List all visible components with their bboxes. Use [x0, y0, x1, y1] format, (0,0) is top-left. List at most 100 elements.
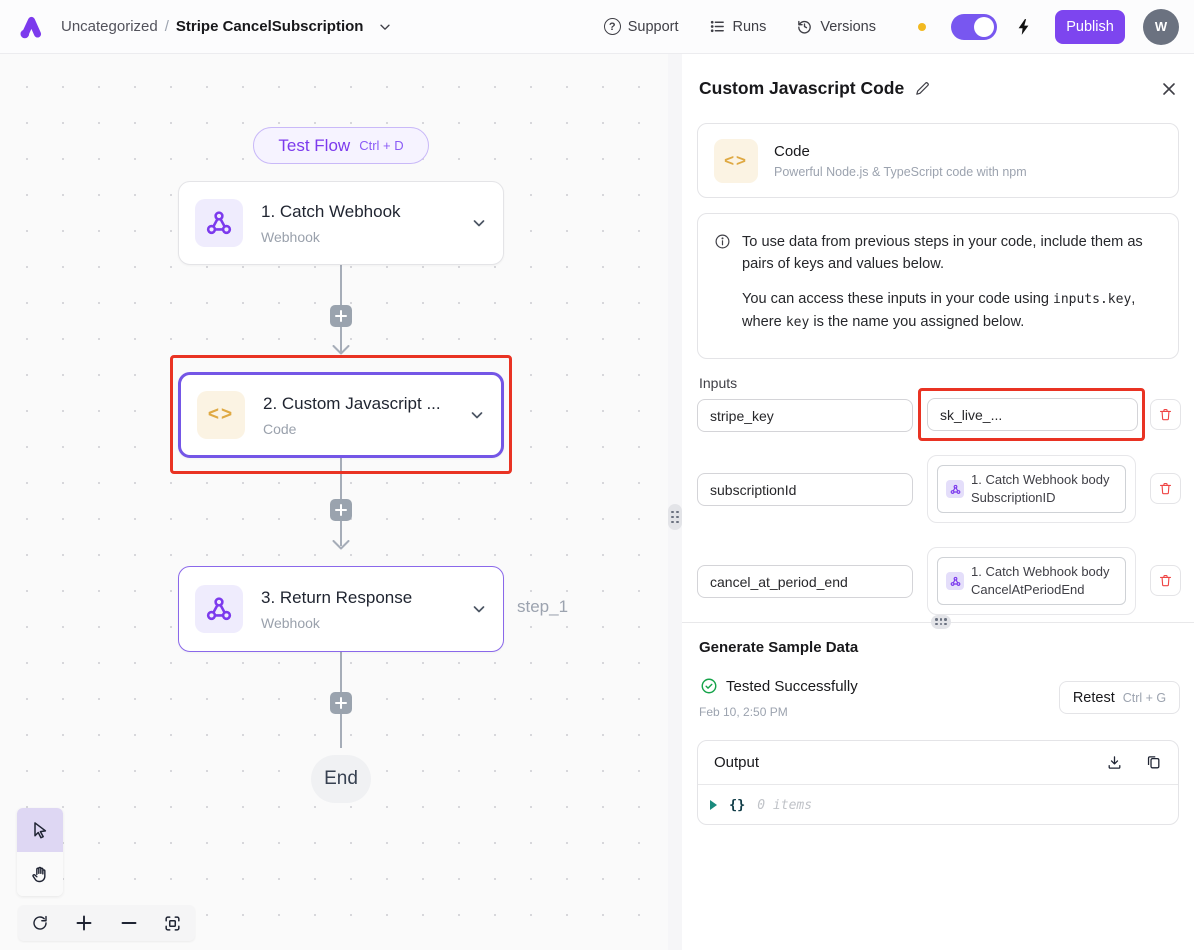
support-button[interactable]: ? Support [603, 18, 679, 35]
delete-input-button[interactable] [1150, 399, 1181, 430]
node-texts: 2. Custom Javascript ... Code [263, 394, 451, 437]
node-subtitle: Webhook [261, 614, 320, 631]
input-value-container: 1. Catch Webhook body CancelAtPeriodEnd [927, 547, 1136, 615]
zoom-out-button[interactable] [112, 908, 146, 938]
avatar[interactable]: W [1143, 8, 1179, 45]
node-type-texts: Code Powerful Node.js & TypeScript code … [774, 143, 1027, 179]
bolt-icon[interactable] [1015, 16, 1033, 38]
input-value-field[interactable] [927, 398, 1138, 431]
key-code: key [785, 314, 810, 330]
end-node[interactable]: End [311, 755, 371, 803]
test-status-text: Tested Successfully [726, 677, 858, 695]
unsaved-status-dot [918, 22, 926, 31]
inputs-resize-grip-icon[interactable] [931, 615, 951, 629]
panel-title: Custom Javascript Code [699, 78, 905, 98]
node-type-card[interactable]: <> Code Powerful Node.js & TypeScript co… [697, 123, 1179, 198]
panel-resize-splitter[interactable] [668, 54, 682, 950]
versions-history-icon [796, 18, 813, 35]
flow-name[interactable]: Stripe CancelSubscription [175, 18, 364, 35]
panel-header: Custom Javascript Code [699, 78, 1177, 99]
runs-list-icon [709, 18, 726, 35]
node-config-panel: Custom Javascript Code <> Code Powerful … [682, 54, 1194, 950]
support-label: Support [627, 18, 679, 35]
node-type-title: Code [774, 142, 810, 160]
add-step-button[interactable] [330, 499, 352, 521]
test-flow-button[interactable]: Test Flow Ctrl + D [253, 127, 429, 164]
copy-icon[interactable] [1145, 754, 1162, 771]
breadcrumb: Uncategorized / Stripe CancelSubscriptio… [61, 18, 392, 35]
node-title: 1. Catch Webhook [261, 201, 401, 221]
test-flow-shortcut: Ctrl + D [359, 138, 404, 153]
input-key-field[interactable] [697, 473, 913, 506]
delete-input-button[interactable] [1150, 565, 1181, 596]
navbar-actions: ? Support Runs Versions [603, 8, 1194, 45]
info-icon [714, 233, 731, 358]
inputs-key-code: inputs.key [1053, 292, 1132, 308]
canvas-tool-stack [17, 808, 63, 896]
add-step-button[interactable] [330, 692, 352, 714]
chevron-down-icon[interactable] [469, 407, 485, 423]
chevron-down-icon[interactable] [471, 215, 487, 231]
test-flow-label: Test Flow [278, 135, 351, 155]
data-reference-chip[interactable]: 1. Catch Webhook body CancelAtPeriodEnd [937, 557, 1126, 605]
flow-enabled-toggle[interactable] [951, 13, 997, 40]
refresh-button[interactable] [23, 908, 57, 938]
test-timestamp: Feb 10, 2:50 PM [699, 705, 788, 719]
arrow-down-icon [332, 345, 350, 355]
runs-button[interactable]: Runs [709, 18, 766, 35]
webhook-icon [946, 480, 964, 498]
inputs-section-label: Inputs [699, 375, 738, 391]
output-title: Output [714, 754, 760, 771]
delete-input-button[interactable] [1150, 473, 1181, 504]
trash-icon [1159, 408, 1172, 421]
json-root-brackets: {} [729, 797, 746, 813]
arrow-down-icon [332, 540, 350, 550]
fit-view-button[interactable] [156, 908, 190, 938]
webhook-icon [195, 585, 243, 633]
node-title: 2. Custom Javascript ... [263, 393, 441, 413]
edit-title-pencil-icon[interactable] [914, 80, 931, 97]
info-callout: To use data from previous steps in your … [697, 213, 1179, 359]
code-icon: <> [714, 138, 758, 183]
breadcrumb-category[interactable]: Uncategorized [61, 18, 158, 35]
cursor-tool-icon [30, 820, 50, 840]
data-reference-chip[interactable]: 1. Catch Webhook body SubscriptionID [937, 465, 1126, 513]
node-subtitle: Code [263, 420, 297, 437]
splitter-grip-icon[interactable] [668, 504, 682, 530]
node-return-response[interactable]: 3. Return Response Webhook [178, 566, 504, 652]
code-glyph: <> [207, 404, 235, 425]
input-key-field[interactable] [697, 399, 913, 432]
zoom-in-button[interactable] [67, 908, 101, 938]
test-status-row: Tested Successfully [700, 677, 858, 695]
download-icon[interactable] [1106, 754, 1123, 771]
retest-label: Retest [1072, 689, 1115, 706]
info-text: To use data from previous steps in your … [742, 231, 1160, 358]
input-value-container: 1. Catch Webhook body SubscriptionID [927, 455, 1136, 523]
versions-button[interactable]: Versions [796, 18, 876, 35]
close-panel-icon[interactable] [1161, 81, 1177, 97]
trash-icon [1159, 574, 1172, 587]
retest-button[interactable]: Retest Ctrl + G [1059, 681, 1180, 714]
input-key-field[interactable] [697, 565, 913, 598]
versions-label: Versions [820, 18, 876, 35]
chip-label: 1. Catch Webhook body CancelAtPeriodEnd [971, 564, 1110, 597]
chevron-down-icon[interactable] [471, 601, 487, 617]
expand-triangle-icon[interactable] [710, 800, 717, 810]
node-custom-javascript[interactable]: <> 2. Custom Javascript ... Code [178, 372, 504, 458]
hand-tool-button[interactable] [17, 852, 63, 896]
publish-button[interactable]: Publish [1055, 9, 1125, 44]
output-card: Output {} 0 items [697, 740, 1179, 825]
check-circle-icon [700, 677, 718, 695]
flow-canvas[interactable]: Test Flow Ctrl + D 1. Catch Webhook Webh… [0, 54, 668, 950]
help-icon: ? [603, 18, 621, 35]
app-logo-icon[interactable] [14, 10, 48, 44]
add-step-button[interactable] [330, 305, 352, 327]
code-glyph: <> [724, 150, 748, 170]
node-catch-webhook[interactable]: 1. Catch Webhook Webhook [178, 181, 504, 265]
cursor-tool-button[interactable] [17, 808, 63, 852]
node-title: 3. Return Response [261, 587, 413, 607]
info-paragraph-2: You can access these inputs in your code… [742, 291, 1136, 330]
toggle-knob [974, 16, 994, 37]
code-icon: <> [197, 391, 245, 439]
flow-menu-chevron-icon[interactable] [378, 20, 392, 34]
